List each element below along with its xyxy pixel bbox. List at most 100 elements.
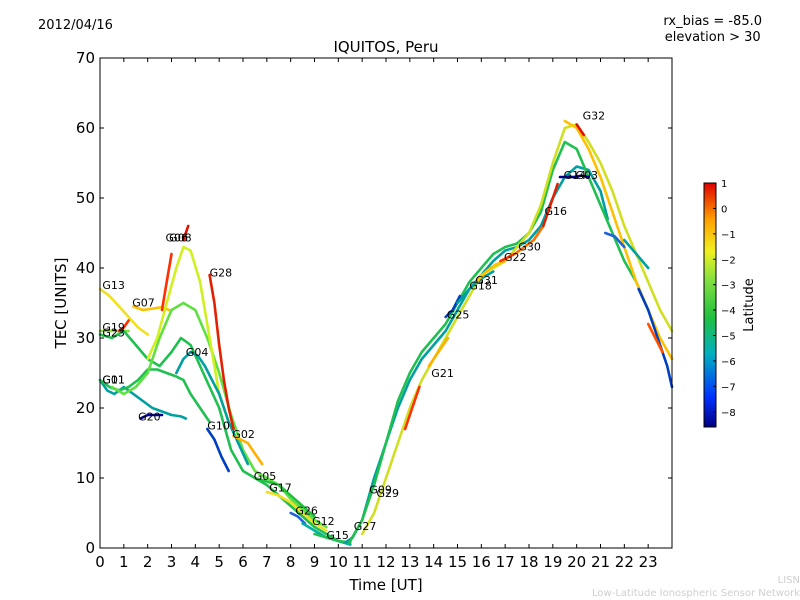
series-g24 <box>622 238 650 270</box>
series-g08 <box>182 224 190 242</box>
series-g09 <box>348 140 650 543</box>
colorbar-tick-label: −4 <box>721 306 736 317</box>
satellite-label: G01 <box>102 374 125 387</box>
series-g32r <box>575 123 586 137</box>
series-g18 <box>456 270 495 305</box>
y-tick-label: 40 <box>76 259 95 277</box>
series-g23b <box>637 287 674 389</box>
series-g02 <box>232 434 264 466</box>
series-g30 <box>513 224 545 256</box>
y-tick-label: 0 <box>85 539 95 557</box>
x-tick-label: 18 <box>519 553 538 571</box>
colorbar-tick-label: −2 <box>721 255 736 266</box>
satellite-label: G04 <box>186 346 209 359</box>
satellite-label: G03 <box>576 169 599 182</box>
satellite-label: G02 <box>232 428 255 441</box>
satellite-label: G27 <box>354 520 377 533</box>
satellite-label: G28 <box>210 266 233 279</box>
y-tick-label: 10 <box>76 469 95 487</box>
satellite-label: G07 <box>132 297 155 310</box>
series-g03b <box>572 174 590 179</box>
series-g23 <box>117 319 130 333</box>
series-g31 <box>475 259 507 284</box>
y-axis-label: TEC [UNITS] <box>52 258 70 350</box>
x-tick-label: 3 <box>167 553 177 571</box>
y-tick-label: 50 <box>76 189 95 207</box>
colorbar-tick-label: −6 <box>721 357 736 368</box>
colorbar-tick-label: −3 <box>721 281 736 292</box>
x-tick-label: 6 <box>238 553 248 571</box>
series-g04 <box>175 350 250 466</box>
x-axis: 0 1 2 3 4 5 6 7 8 9 10 11 12 13 14 15 16 17 18 19 20 21 22 23 <box>95 58 658 571</box>
x-tick-label: 5 <box>214 553 224 571</box>
series-g26 <box>289 511 307 525</box>
x-tick-label: 8 <box>286 553 296 571</box>
satellite-label: G32 <box>583 110 606 123</box>
colorbar-ticks: 1 0 −1 −2 −3 −4 −5 −6 −7 −8 <box>713 179 736 419</box>
series-g15 <box>313 532 352 544</box>
satellite-label: G19 <box>102 321 125 334</box>
x-tick-label: 12 <box>376 553 395 571</box>
satellite-label: G30 <box>518 241 541 254</box>
series-g17 <box>265 490 328 532</box>
satellite-label: G17 <box>269 481 292 494</box>
satellite-label: G29 <box>377 487 400 500</box>
x-tick-label: 23 <box>639 553 658 571</box>
x-tick-label: 4 <box>191 553 201 571</box>
x-tick-label: 7 <box>262 553 272 571</box>
x-tick-label: 10 <box>329 553 348 571</box>
y-tick-label: 70 <box>76 49 95 67</box>
satellite-label: G06 <box>166 231 189 244</box>
x-tick-label: 16 <box>472 553 491 571</box>
bias-info: rx_bias = -85.0 elevation > 30 <box>663 14 762 46</box>
rx-bias-label: rx_bias = -85.0 <box>663 14 762 29</box>
series-g10b <box>603 231 626 249</box>
series-g10 <box>206 427 230 473</box>
series-g06r <box>160 252 173 312</box>
satellite-label: G16 <box>545 205 568 218</box>
satellite-label: G15 <box>326 529 349 542</box>
colorbar-tick-label: 0 <box>721 204 727 215</box>
footer-credit: LISN Low-Latitude Ionospheric Sensor Net… <box>592 574 800 600</box>
satellite-label: G09 <box>369 483 392 496</box>
y-tick-label: 30 <box>76 329 95 347</box>
satellite-label: G31 <box>475 274 498 287</box>
x-tick-label: 14 <box>424 553 443 571</box>
satellite-label: G23 <box>102 327 125 340</box>
satellite-label: G11 <box>102 374 125 387</box>
x-tick-label: 17 <box>496 553 515 571</box>
x-tick-label: 21 <box>591 553 610 571</box>
colorbar-tick-label: 1 <box>721 179 727 190</box>
satellite-label: G13 <box>102 279 125 292</box>
x-tick-label: 11 <box>353 553 372 571</box>
satellite-label: G08 <box>169 231 192 244</box>
satellite-label: G25 <box>447 308 470 321</box>
x-tick-label: 0 <box>95 553 105 571</box>
elevation-label: elevation > 30 <box>664 30 761 45</box>
satellite-label: G20 <box>138 411 161 424</box>
series-g21b <box>427 336 450 368</box>
series-g11 <box>98 378 188 420</box>
x-tick-label: 9 <box>310 553 320 571</box>
x-tick-label: 1 <box>119 553 129 571</box>
series-g03 <box>110 301 328 529</box>
footer-org-full: Low-Latitude Ionospheric Sensor Network <box>592 588 800 599</box>
satellite-label: G10 <box>207 420 230 433</box>
chart-title: IQUITOS, Peru <box>333 38 439 56</box>
footer-org: LISN <box>777 575 800 586</box>
series-g28 <box>208 273 235 431</box>
x-tick-label: 19 <box>543 553 562 571</box>
x-tick-label: 20 <box>567 553 586 571</box>
x-axis-label: Time [UT] <box>348 576 422 594</box>
series-layer <box>98 119 674 546</box>
series-g05 <box>253 476 316 518</box>
colorbar-gradient <box>703 182 717 428</box>
colorbar: 1 0 −1 −2 −3 −4 −5 −6 −7 −8 Latitude <box>703 179 757 428</box>
colorbar-label: Latitude <box>742 278 757 332</box>
series-g16 <box>541 182 559 228</box>
colorbar-tick-label: −8 <box>721 408 736 419</box>
colorbar-tick-label: −1 <box>721 230 736 241</box>
satellite-label: G21 <box>431 367 454 380</box>
satellite-label: G14 <box>564 169 587 182</box>
